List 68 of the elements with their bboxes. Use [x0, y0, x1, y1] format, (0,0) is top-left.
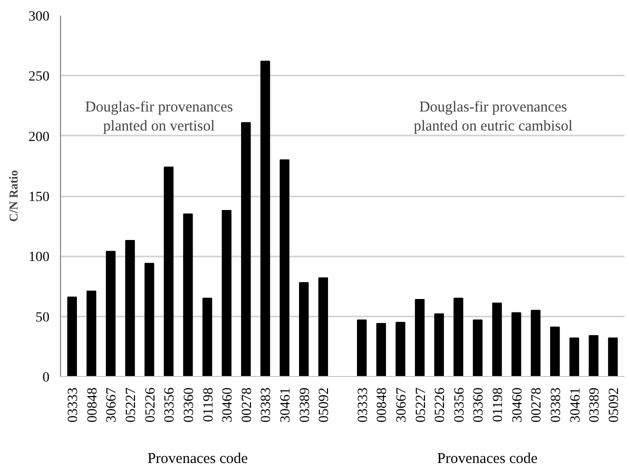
x-tick-label: 03333	[66, 388, 82, 422]
x-tick-label: 30461	[568, 388, 584, 422]
x-tick-label: 01198	[491, 387, 506, 422]
x-tick-label: 03383	[259, 388, 274, 422]
x-tick-label: 00848	[85, 388, 100, 422]
bar	[67, 296, 77, 376]
bar	[376, 323, 386, 376]
x-tick-label: 05226	[433, 388, 448, 422]
bar	[530, 310, 540, 376]
y-tick-label: 50	[36, 310, 50, 326]
bar	[202, 298, 212, 376]
x-tick-label: 30460	[510, 388, 526, 422]
bar	[280, 159, 290, 376]
bar	[434, 313, 444, 376]
bar	[86, 290, 96, 376]
bar	[356, 319, 367, 376]
x-tick-label: 00278	[530, 388, 545, 422]
x-tick-label: 30460	[220, 388, 236, 422]
x-tick-label: 00848	[375, 388, 390, 422]
bar	[454, 298, 464, 376]
bar	[299, 282, 309, 376]
bar	[588, 335, 598, 376]
bar	[550, 326, 560, 376]
y-tick-label: 300	[28, 10, 50, 24]
bar	[164, 166, 174, 376]
bar	[511, 312, 522, 376]
x-tick-label: 03356	[452, 388, 468, 422]
y-tick-label: 100	[28, 250, 50, 266]
x-tick-label: 01198	[201, 387, 216, 422]
bar	[241, 122, 251, 376]
x-tick-label: 05226	[143, 388, 158, 422]
y-tick-label: 250	[28, 70, 50, 85]
annotation: Douglas-fir provenances planted on vertisol	[85, 99, 234, 135]
y-axis-title: C/N Ratio	[6, 170, 20, 222]
x-tick-label: 05092	[606, 388, 622, 422]
bar	[260, 60, 270, 376]
bar	[396, 322, 406, 376]
y-tick-label: 200	[28, 130, 50, 145]
x-tick-label: 03389	[298, 388, 313, 422]
x-tick-label: 05227	[414, 388, 429, 422]
bar	[125, 240, 135, 376]
x-tick-label: 05092	[317, 388, 332, 422]
bar	[183, 214, 193, 376]
x-tick-label: 05227	[124, 388, 140, 422]
x-tick-label: 03356	[162, 388, 178, 422]
bar	[222, 210, 232, 376]
x-axis-title: Provenaces code	[147, 451, 248, 467]
x-tick-label: 30667	[394, 388, 410, 422]
bar	[318, 277, 328, 376]
bar	[608, 337, 618, 376]
x-tick-label: 03389	[588, 388, 603, 422]
text: Provenaces code	[437, 451, 538, 467]
x-tick-label: 03333	[356, 388, 371, 422]
x-tick-label: 30461	[278, 388, 294, 422]
x-tick-label: 03360	[472, 388, 487, 422]
y-tick-label: 150	[28, 190, 50, 205]
bar	[414, 298, 425, 376]
annotation: Douglas-fir provenances planted on eutric cambisol	[414, 99, 573, 135]
y-tick-label: 0	[42, 370, 50, 386]
x-tick-label: 30667	[104, 388, 120, 422]
bar	[569, 337, 580, 376]
bar	[144, 262, 154, 376]
x-tick-label: 00278	[240, 388, 255, 422]
x-tick-label: 03360	[182, 388, 197, 422]
bar	[492, 302, 502, 376]
bar	[472, 319, 483, 376]
bar	[106, 250, 116, 376]
x-tick-label: 03383	[548, 388, 564, 422]
